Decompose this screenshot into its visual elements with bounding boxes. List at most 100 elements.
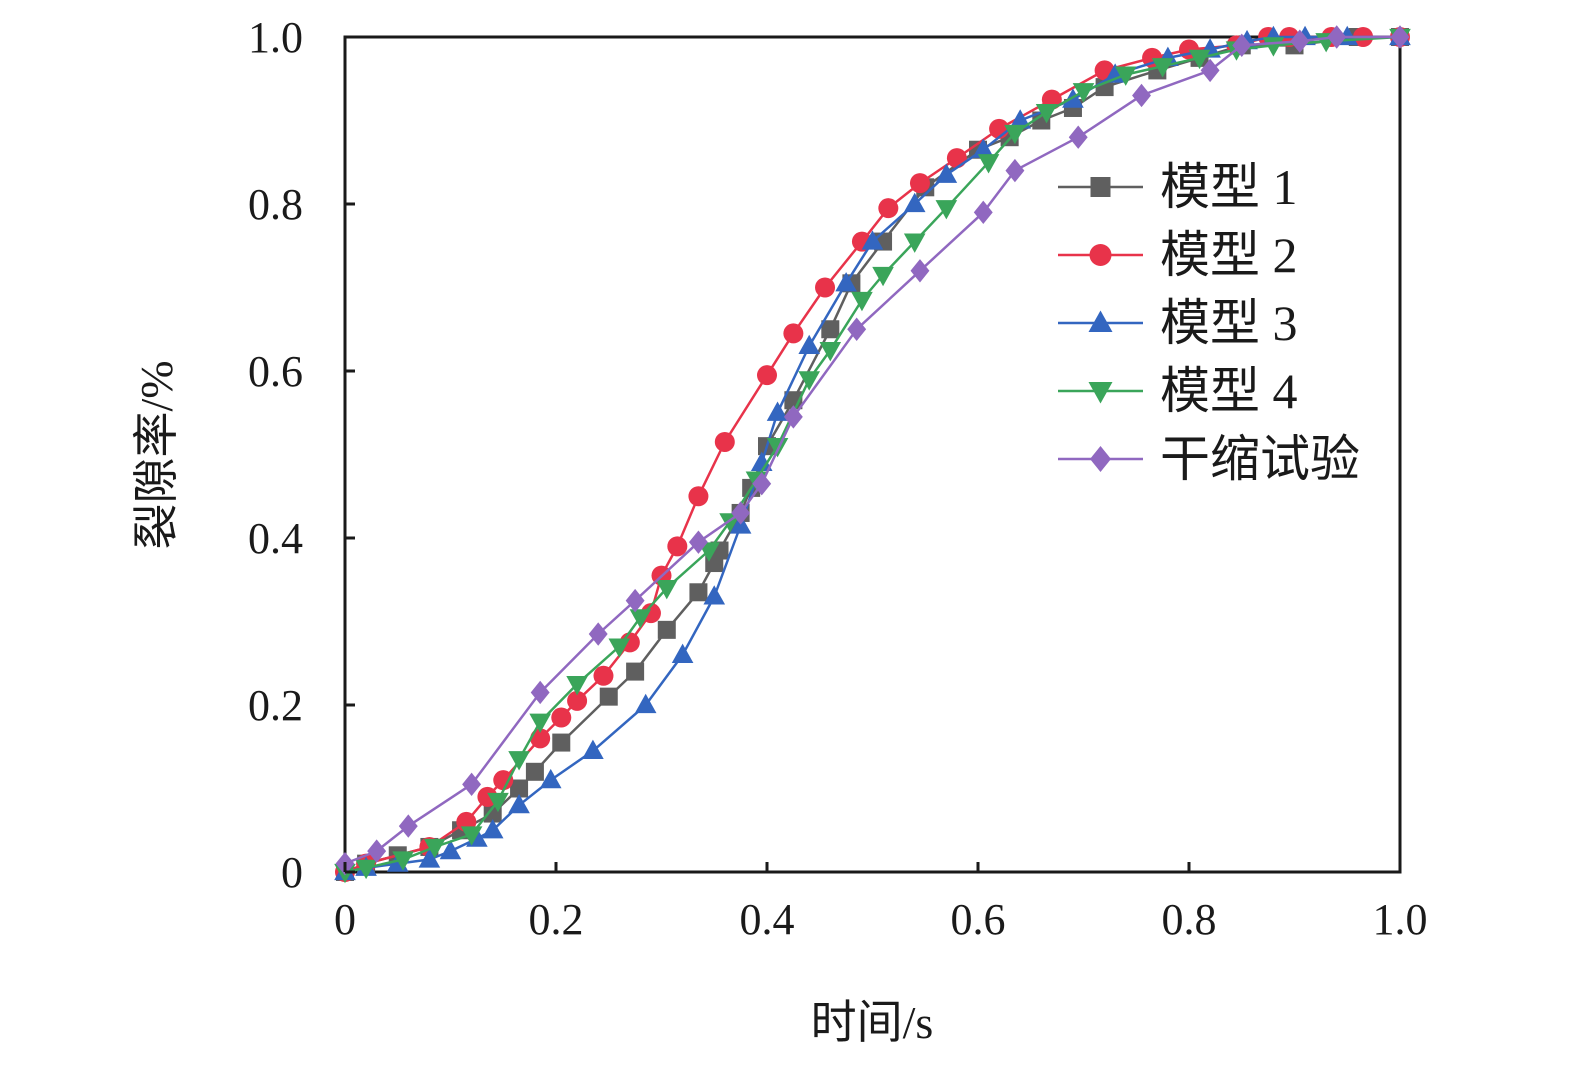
data-point: [1188, 49, 1211, 70]
data-point: [599, 687, 618, 706]
series-layer: [334, 25, 1411, 884]
data-point: [783, 323, 804, 344]
y-tick-label: 1.0: [248, 13, 303, 62]
data-point: [508, 751, 530, 771]
legend-item: 模型 2: [1058, 227, 1298, 283]
data-point: [593, 665, 614, 686]
data-point: [530, 728, 551, 749]
data-point: [1200, 58, 1220, 83]
data-point: [625, 588, 645, 613]
data-point: [752, 472, 772, 496]
legend-marker: [1089, 244, 1112, 266]
data-point: [1072, 83, 1095, 103]
data-point: [629, 609, 652, 629]
data-point: [481, 819, 504, 839]
series-5: [335, 25, 1410, 876]
data-point: [819, 342, 842, 362]
data-point: [1035, 104, 1058, 124]
legend: 模型 1 模型 2 模型 3 模型 4 干缩试验: [1058, 159, 1360, 487]
data-point: [1290, 29, 1310, 53]
legend-marker: [1088, 382, 1113, 404]
data-point: [1327, 25, 1347, 49]
data-point: [398, 814, 418, 838]
data-point: [1068, 125, 1088, 149]
data-point: [878, 198, 899, 219]
data-point: [973, 200, 993, 225]
data-point: [714, 431, 735, 452]
legend-label: 模型 1: [1160, 159, 1298, 215]
data-point: [567, 690, 588, 711]
tick-layer: 0 0.2 0.4 0.6 0.8 1.0 0 0.2 0.4 0.6 0.8 1.0: [248, 13, 1428, 944]
data-point: [689, 583, 708, 602]
data-point: [634, 693, 657, 714]
data-point: [418, 848, 441, 868]
data-point: [530, 680, 550, 705]
data-point: [835, 272, 857, 292]
data-point: [757, 365, 777, 386]
data-point: [946, 148, 967, 169]
x-tick-label: 0.8: [1162, 895, 1217, 944]
y-tick-label: 0.2: [248, 681, 303, 730]
data-point: [551, 707, 572, 728]
data-point: [688, 486, 709, 507]
x-tick-label: 0.2: [529, 895, 584, 944]
series-line: [344, 35, 1400, 865]
plot-area: [343, 35, 1402, 874]
data-point: [626, 662, 645, 681]
data-point: [783, 405, 803, 429]
data-point: [355, 859, 377, 880]
legend-marker: [1090, 177, 1111, 197]
data-point: [588, 622, 608, 646]
legend-label: 模型 3: [1160, 295, 1298, 351]
data-point: [1009, 109, 1031, 129]
y-axis-label: 裂隙率/%: [131, 360, 182, 549]
legend-item: 模型 1: [1058, 159, 1298, 215]
data-point: [539, 768, 562, 789]
data-point: [847, 317, 867, 341]
data-point: [508, 793, 530, 814]
y-tick-label: 0.8: [248, 180, 303, 229]
data-point: [872, 266, 894, 287]
data-point: [688, 530, 708, 554]
data-point: [1004, 124, 1026, 145]
data-point: [910, 259, 930, 283]
data-point: [798, 371, 820, 391]
x-tick-label: 0: [334, 895, 356, 944]
data-point: [972, 138, 995, 158]
data-point: [935, 163, 958, 183]
data-point: [510, 779, 529, 798]
x-tick-label: 0.4: [740, 895, 795, 944]
data-point: [1232, 33, 1252, 58]
data-point: [1114, 66, 1137, 86]
data-point: [439, 839, 462, 860]
y-tick-label: 0.6: [248, 347, 303, 396]
data-point: [861, 230, 884, 250]
x-tick-label: 0.6: [951, 895, 1006, 944]
data-point: [608, 638, 631, 658]
data-point: [552, 733, 571, 752]
data-point: [493, 770, 514, 791]
y-tick-label: 0: [281, 848, 303, 897]
data-point: [821, 320, 840, 339]
legend-marker: [1088, 310, 1113, 332]
data-point: [462, 772, 482, 797]
data-point: [525, 762, 544, 781]
x-tick-label: 1.0: [1373, 895, 1428, 944]
data-point: [667, 536, 688, 557]
data-point: [903, 192, 926, 213]
legend-marker: [1090, 446, 1111, 472]
data-point: [487, 792, 509, 813]
legend-label: 模型 4: [1160, 363, 1298, 419]
data-point: [750, 451, 773, 471]
legend-label: 模型 2: [1160, 227, 1298, 283]
y-tick-label: 0.4: [248, 514, 303, 563]
data-point: [671, 643, 694, 663]
data-point: [657, 620, 676, 639]
data-point: [766, 401, 789, 421]
data-point: [582, 739, 604, 760]
data-point: [977, 154, 1000, 174]
data-point: [935, 200, 958, 220]
legend-item: 模型 3: [1058, 295, 1298, 351]
data-point: [798, 334, 820, 355]
